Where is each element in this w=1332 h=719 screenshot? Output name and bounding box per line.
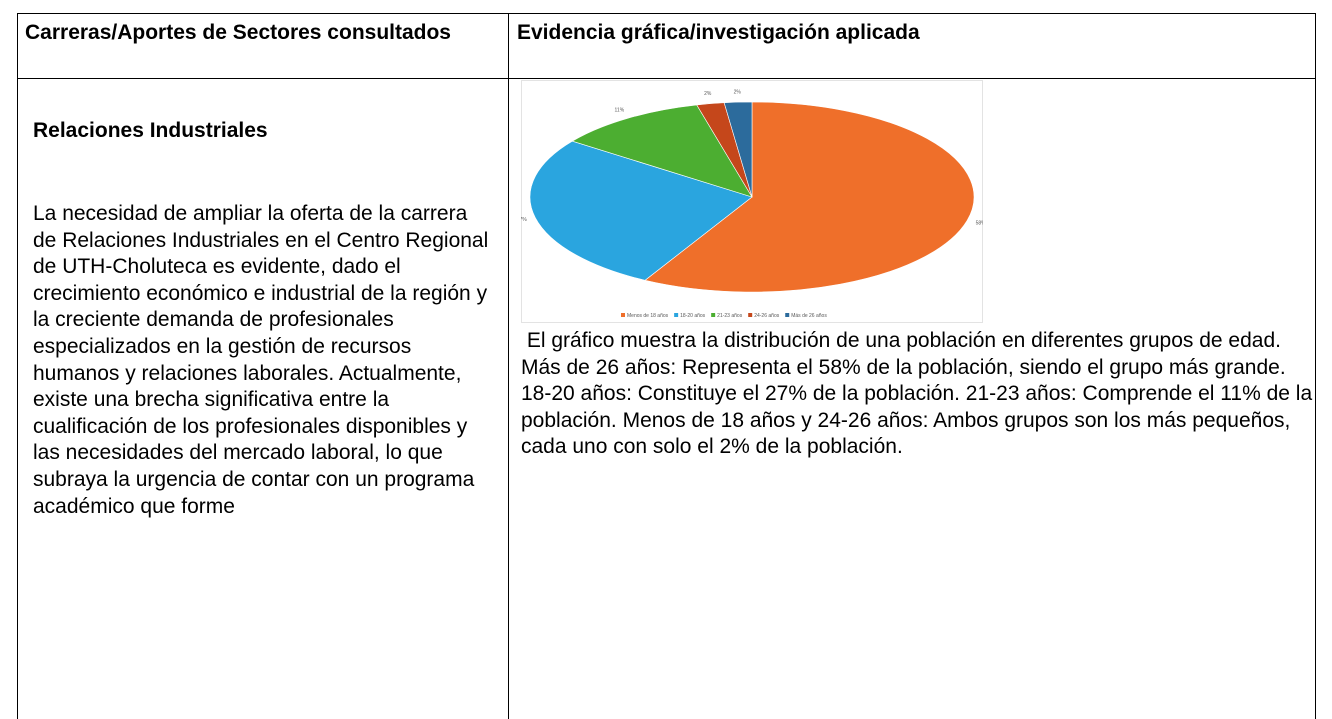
border-header [17,78,1316,79]
data-label: 58% [976,220,983,226]
pie-slice [529,140,753,281]
legend-label: 18-20 años [680,313,706,319]
header-cell: Evidencia gráfica/investigación aplicada [517,21,920,44]
legend-swatch [674,313,679,317]
pie-chart: 58% 27% 11% 2% 2% Menos de 18 años 18-20 años 2… [521,80,983,323]
pie-slice [571,104,753,198]
legend-swatch [621,313,625,317]
legend-swatch [711,313,716,317]
legend-swatch [785,313,790,317]
legend-label: 24-26 años [754,313,780,319]
cell-heading: Relaciones Industriales [33,119,268,142]
border-middle [508,13,509,719]
data-label: 2% [734,90,742,96]
border-left [17,13,18,719]
data-label: 27% [521,217,527,223]
legend-label: 21-23 años [717,313,743,319]
data-label: 2% [704,91,712,97]
legend-swatch [748,313,753,317]
pie-slice [644,101,975,293]
data-label: 11% [615,107,625,113]
header-cell: Carreras/Aportes de Sectores consultados [25,21,451,44]
pie-slice [723,101,753,198]
border-top [17,13,1316,14]
cell-paragraph: La necesidad de ampliar la oferta de la … [33,202,489,518]
border-right [1315,13,1316,719]
legend-label: Más de 26 años [791,313,827,319]
legend-label: Menos de 18 años [627,313,669,319]
caption: El gráfico muestra la distribución de un… [521,329,1313,459]
